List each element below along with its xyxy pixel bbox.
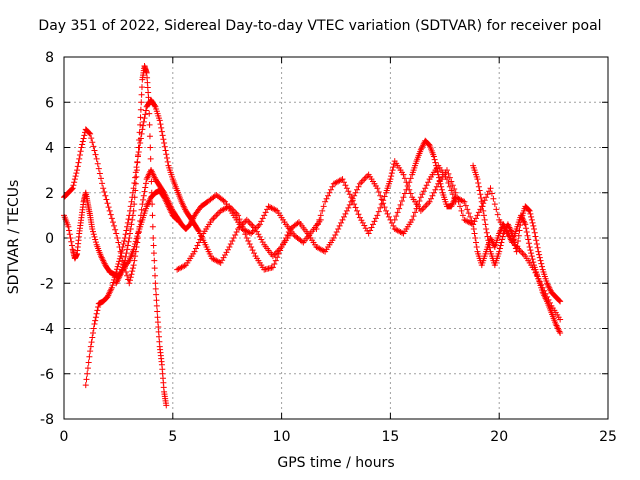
series-track-8 bbox=[470, 162, 564, 305]
x-tick-label: 5 bbox=[168, 429, 177, 445]
y-tick-label: -2 bbox=[40, 276, 54, 292]
y-tick-label: 8 bbox=[45, 50, 54, 66]
data-points bbox=[61, 63, 564, 409]
series-track-6 bbox=[313, 158, 564, 323]
data-point-markers bbox=[470, 162, 564, 305]
series-track-3 bbox=[82, 96, 294, 389]
y-tick-label: 4 bbox=[45, 141, 54, 157]
series-track-5 bbox=[174, 162, 459, 273]
x-axis-label: GPS time / hours bbox=[277, 455, 395, 471]
y-tick-label: 6 bbox=[45, 95, 54, 111]
data-point-markers bbox=[113, 63, 170, 409]
data-point-markers bbox=[313, 158, 564, 323]
x-tick-label: 25 bbox=[599, 429, 617, 445]
chart-title: Day 351 of 2022, Sidereal Day-to-day VTE… bbox=[38, 18, 602, 34]
plot-frame bbox=[63, 56, 609, 420]
data-point-markers bbox=[82, 96, 294, 389]
x-tick-label: 20 bbox=[490, 429, 508, 445]
series-track-4 bbox=[113, 63, 170, 409]
data-point-markers bbox=[61, 187, 181, 280]
x-tick-label: 10 bbox=[273, 429, 291, 445]
series-track-2 bbox=[61, 126, 324, 287]
y-tick-label: 2 bbox=[45, 186, 54, 202]
y-tick-label: 0 bbox=[45, 231, 54, 247]
data-point-markers bbox=[61, 126, 324, 287]
x-tick-label: 15 bbox=[381, 429, 399, 445]
axis-ticks: 0 5 10 15 20 25 -8 -6 -4 -2 0 2 4 6 8 bbox=[40, 50, 617, 445]
series-track-1 bbox=[61, 187, 181, 280]
y-tick-label: -8 bbox=[40, 412, 54, 428]
data-point-markers bbox=[174, 162, 459, 273]
y-tick-label: -4 bbox=[40, 322, 54, 338]
x-tick-label: 0 bbox=[60, 429, 69, 445]
y-tick-label: -6 bbox=[40, 367, 54, 383]
